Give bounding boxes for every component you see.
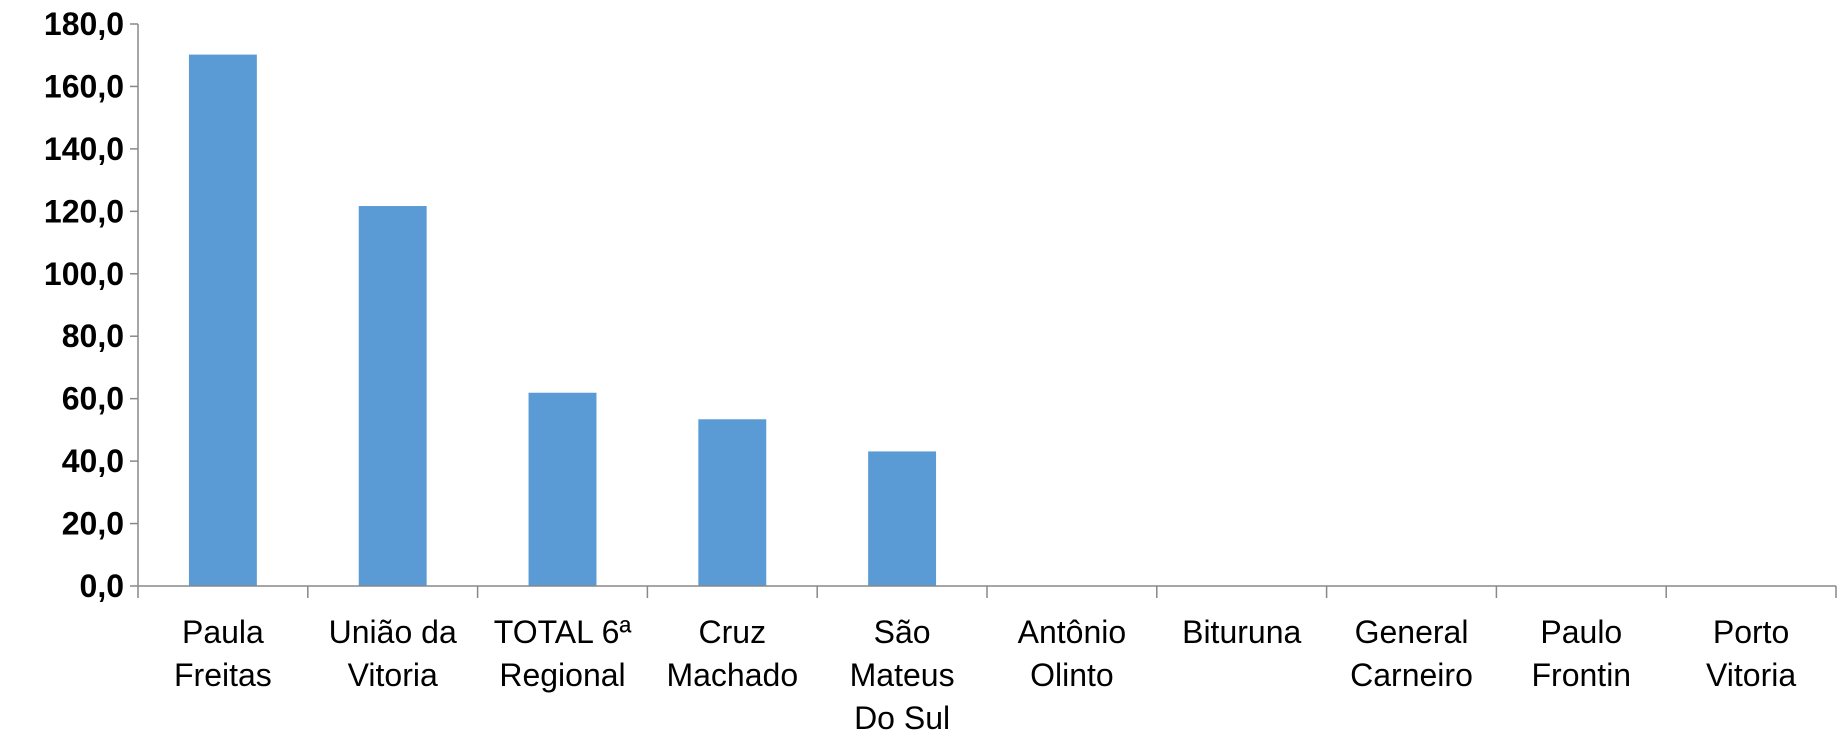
y-tick-label: 60,0 xyxy=(62,381,124,417)
bar xyxy=(868,451,937,586)
y-tick-label: 20,0 xyxy=(62,506,124,542)
x-tick-label: Antônio Olinto xyxy=(1018,614,1127,693)
x-tick-label: Paulo Frontin xyxy=(1532,614,1632,693)
y-axis-ticks: 0,0 20,0 40,0 60,0 80,0 100,0 120,0 140,0 160,0 1… xyxy=(44,6,138,604)
x-tick-label: TOTAL 6ª Regional xyxy=(494,614,632,693)
y-tick-label: 140,0 xyxy=(44,131,124,167)
bar xyxy=(358,206,427,586)
x-tick-label: Paula Freitas xyxy=(174,614,272,693)
x-tick-label: Bituruna xyxy=(1182,614,1301,650)
x-tick-label: Porto Vitoria xyxy=(1706,614,1796,693)
y-tick-label: 0,0 xyxy=(80,568,124,604)
x-tick-label: União da Vitoria xyxy=(329,614,457,693)
y-tick-label: 80,0 xyxy=(62,318,124,354)
x-axis-ticks: Paula Freitas União da Vitoria TOTAL 6ª Regio… xyxy=(137,586,1837,732)
y-tick-label: 180,0 xyxy=(44,6,124,42)
bar xyxy=(188,54,257,586)
y-tick-label: 100,0 xyxy=(44,256,124,292)
x-tick-label: São Mateus Do Sul xyxy=(850,614,955,732)
x-tick-label: Cruz Machado xyxy=(666,614,798,693)
y-tick-label: 160,0 xyxy=(44,68,124,104)
y-tick-label: 120,0 xyxy=(44,193,124,229)
bar xyxy=(698,419,767,586)
bar xyxy=(528,392,597,586)
x-tick-label: General Carneiro xyxy=(1350,614,1473,693)
bars-group xyxy=(188,54,937,586)
y-tick-label: 40,0 xyxy=(62,443,124,479)
